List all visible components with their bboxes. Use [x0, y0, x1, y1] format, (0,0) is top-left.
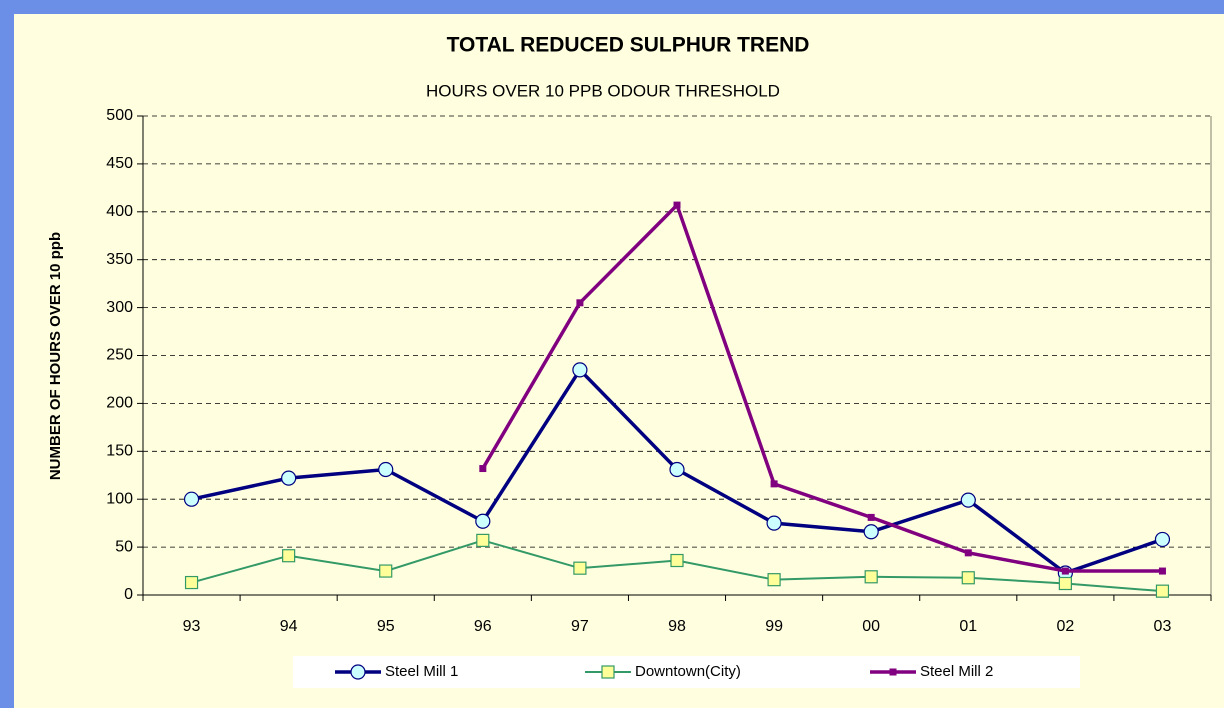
- marker: [476, 533, 490, 547]
- marker: [770, 480, 778, 488]
- legend: [293, 656, 1080, 688]
- legend-label: Downtown(City): [635, 663, 741, 680]
- marker: [1061, 567, 1069, 575]
- x-tick-label: 95: [377, 618, 395, 635]
- marker: [863, 524, 879, 540]
- y-tick-label: 400: [106, 203, 133, 220]
- y-tick-label: 300: [106, 299, 133, 316]
- marker: [766, 515, 782, 531]
- legend-marker: [350, 664, 366, 680]
- marker: [670, 553, 684, 568]
- x-tick-label: 98: [668, 618, 686, 635]
- marker: [1154, 531, 1171, 548]
- marker: [576, 299, 584, 307]
- x-tick-label: 97: [571, 618, 589, 635]
- series-line: [481, 201, 1163, 573]
- marker: [673, 201, 681, 209]
- marker: [379, 564, 393, 578]
- marker: [864, 570, 878, 584]
- marker: [183, 491, 200, 507]
- marker: [767, 573, 781, 587]
- marker: [281, 470, 297, 486]
- marker: [573, 561, 587, 575]
- marker: [867, 513, 875, 521]
- marker: [479, 465, 487, 473]
- x-tick-label: 03: [1154, 618, 1172, 635]
- marker: [960, 492, 976, 508]
- legend-label: Steel Mill 2: [920, 663, 993, 680]
- y-tick-label: 0: [124, 586, 133, 603]
- y-tick-label: 100: [106, 490, 133, 507]
- marker: [282, 549, 296, 563]
- chart-subtitle: HOURS OVER 10 PPB ODOUR THRESHOLD: [426, 81, 780, 100]
- x-tick-label: 99: [765, 618, 783, 635]
- y-axis-label: NUMBER OF HOURS OVER 10 ppb: [47, 232, 64, 480]
- marker: [669, 461, 685, 478]
- x-tick-label: 93: [183, 618, 201, 635]
- legend-label: Steel Mill 1: [385, 663, 458, 680]
- marker: [964, 549, 972, 557]
- legend-marker: [889, 668, 897, 676]
- marker: [184, 575, 199, 590]
- marker: [1155, 584, 1170, 598]
- marker: [475, 513, 491, 529]
- y-tick-label: 450: [106, 155, 133, 172]
- legend-marker: [601, 665, 615, 679]
- x-tick-label: 00: [862, 618, 880, 635]
- y-tick-label: 250: [106, 347, 133, 364]
- y-tick-label: 500: [106, 107, 133, 124]
- marker: [1158, 567, 1166, 575]
- marker: [378, 461, 394, 478]
- marker: [961, 571, 975, 585]
- chart-area: [14, 14, 1224, 708]
- x-tick-label: 01: [959, 618, 977, 635]
- chart-title: TOTAL REDUCED SULPHUR TREND: [447, 34, 810, 57]
- marker: [1058, 576, 1072, 591]
- y-tick-label: 50: [115, 538, 133, 555]
- marker: [572, 362, 588, 378]
- x-tick-label: 96: [474, 618, 492, 635]
- y-tick-label: 150: [106, 443, 133, 460]
- y-tick-label: 200: [106, 395, 133, 412]
- x-tick-label: 02: [1056, 618, 1074, 635]
- x-tick-label: 94: [280, 618, 298, 635]
- y-tick-label: 350: [106, 251, 133, 268]
